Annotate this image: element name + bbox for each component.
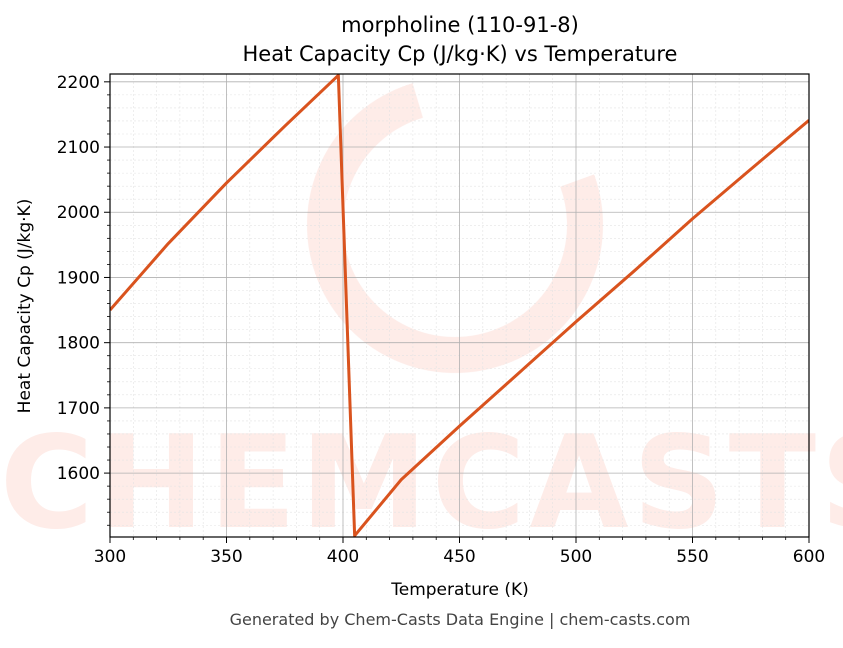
y-tick-label: 1700 bbox=[57, 399, 100, 419]
y-tick-label: 2200 bbox=[57, 73, 100, 93]
chart-title-line1: morpholine (110-91-8) bbox=[341, 13, 579, 37]
x-tick-label: 300 bbox=[94, 547, 126, 567]
series-line-0 bbox=[110, 74, 809, 537]
x-tick-label: 350 bbox=[210, 547, 242, 567]
x-tick-label: 450 bbox=[443, 547, 475, 567]
x-axis: 300 350 400 450 500 550 600 bbox=[94, 537, 825, 567]
x-tick-label: 600 bbox=[793, 547, 825, 567]
series-layer bbox=[110, 74, 809, 537]
watermark-logo: CHEMCASTS bbox=[0, 77, 843, 558]
y-tick-label: 2000 bbox=[57, 203, 100, 223]
footer-credit: Generated by Chem-Casts Data Engine | ch… bbox=[230, 610, 691, 629]
y-axis: 1600 1700 1800 1900 2000 2100 2200 bbox=[57, 73, 110, 526]
chart-title-line2: Heat Capacity Cp (J/kg·K) vs Temperature bbox=[243, 42, 678, 66]
x-tick-label: 550 bbox=[676, 547, 708, 567]
y-tick-label: 2100 bbox=[57, 138, 100, 158]
y-tick-label: 1900 bbox=[57, 268, 100, 288]
y-tick-label: 1800 bbox=[57, 334, 100, 354]
x-axis-label: Temperature (K) bbox=[390, 580, 529, 600]
grid-major bbox=[109, 74, 810, 537]
svg-text:CHEMCASTS: CHEMCASTS bbox=[0, 409, 843, 558]
y-axis-label: Heat Capacity Cp (J/kg·K) bbox=[15, 199, 35, 414]
x-tick-label: 400 bbox=[327, 547, 359, 567]
y-tick-label: 1600 bbox=[57, 464, 100, 484]
x-tick-label: 500 bbox=[560, 547, 592, 567]
